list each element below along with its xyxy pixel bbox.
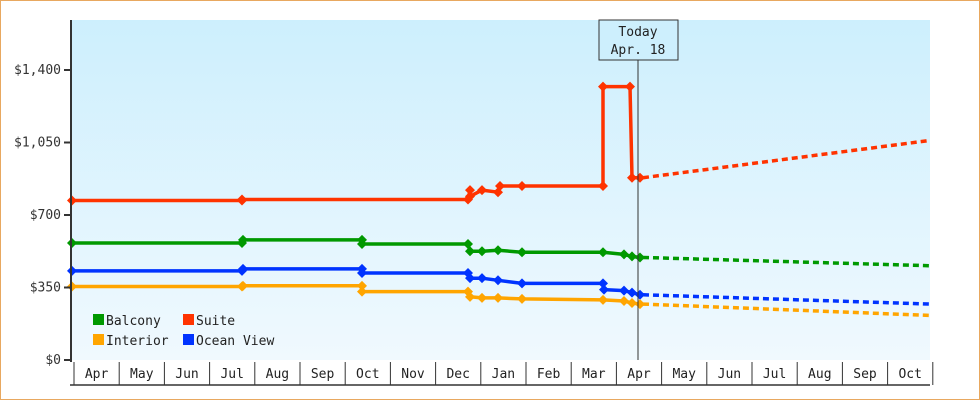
legend-swatch xyxy=(183,314,194,325)
data-point-marker[interactable] xyxy=(517,293,527,304)
legend-item-interior[interactable]: Interior xyxy=(93,334,169,349)
legend-swatch xyxy=(183,334,194,345)
legend: Balcony Suite Interior Ocean View xyxy=(93,314,274,349)
data-point-marker[interactable] xyxy=(465,291,475,302)
series-suite xyxy=(67,81,931,206)
legend-label: Interior xyxy=(106,334,169,349)
data-point-marker[interactable] xyxy=(627,287,637,298)
x-month-label: Mar xyxy=(582,367,606,382)
y-tick-label: $700 xyxy=(30,208,61,223)
data-point-marker[interactable] xyxy=(465,191,475,202)
legend-item-ocean-view[interactable]: Ocean View xyxy=(183,334,274,349)
y-tick-label: $350 xyxy=(30,281,61,296)
x-month-label: Sep xyxy=(311,367,335,382)
legend-item-balcony[interactable]: Balcony xyxy=(93,314,161,329)
data-point-marker[interactable] xyxy=(357,239,367,249)
legend-swatch xyxy=(93,334,104,345)
x-month-label: May xyxy=(672,367,696,382)
x-month-label: Aug xyxy=(266,367,289,382)
today-marker: Today Apr. 18 xyxy=(598,19,679,360)
data-point-marker[interactable] xyxy=(627,298,637,309)
today-label-box xyxy=(598,19,679,61)
data-point-marker[interactable] xyxy=(495,181,505,191)
data-point-marker[interactable] xyxy=(619,295,629,306)
today-date-label: Apr. 18 xyxy=(611,43,666,58)
data-point-marker[interactable] xyxy=(493,292,503,303)
series-layer xyxy=(67,81,931,318)
data-point-marker[interactable] xyxy=(598,294,608,305)
data-point-marker[interactable] xyxy=(477,185,487,196)
x-month-label: Dec xyxy=(446,367,469,382)
data-point-marker[interactable] xyxy=(238,234,248,245)
data-point-marker[interactable] xyxy=(465,246,475,257)
series-interior xyxy=(67,280,931,318)
data-point-marker[interactable] xyxy=(599,284,609,295)
data-point-marker[interactable] xyxy=(625,81,635,92)
y-tick-label: $0 xyxy=(45,353,61,368)
data-point-marker[interactable] xyxy=(517,247,527,258)
x-month-label: Jan xyxy=(492,367,515,382)
legend-swatch xyxy=(93,314,104,325)
data-point-marker[interactable] xyxy=(477,273,487,284)
series-ocean-view xyxy=(67,263,931,306)
today-label: Today xyxy=(618,25,657,40)
x-month-label: Jun xyxy=(175,367,198,382)
legend-label: Balcony xyxy=(106,314,161,329)
data-point-marker[interactable] xyxy=(517,278,527,289)
x-month-label: Apr xyxy=(85,367,109,382)
data-point-marker[interactable] xyxy=(598,81,608,92)
x-month-label: Aug xyxy=(808,367,831,382)
data-point-marker[interactable] xyxy=(238,263,248,274)
x-month-label: Oct xyxy=(898,367,921,382)
legend-item-suite[interactable]: Suite xyxy=(183,314,235,329)
series-balcony xyxy=(67,234,931,268)
x-month-label: Feb xyxy=(537,367,561,382)
y-tick-label: $1,400 xyxy=(14,63,61,78)
forecast-line xyxy=(642,293,931,306)
x-month-label: May xyxy=(130,367,154,382)
y-axis-ticks: $0 $350 $700 $1,050 $1,400 xyxy=(14,63,71,368)
data-point-marker[interactable] xyxy=(477,292,487,303)
forecast-line xyxy=(642,138,931,180)
data-point-marker[interactable] xyxy=(238,280,248,291)
data-point-marker[interactable] xyxy=(598,181,608,191)
data-point-marker[interactable] xyxy=(463,239,473,249)
x-month-label: Oct xyxy=(356,367,379,382)
data-point-marker[interactable] xyxy=(357,280,367,291)
data-point-marker[interactable] xyxy=(598,247,608,258)
forecast-line xyxy=(642,302,931,318)
data-point-marker[interactable] xyxy=(477,246,487,257)
data-point-marker[interactable] xyxy=(598,278,608,289)
y-tick-label: $1,050 xyxy=(14,136,61,151)
data-point-marker[interactable] xyxy=(517,181,527,191)
x-month-label: Jul xyxy=(220,367,243,382)
legend-label: Suite xyxy=(196,314,235,329)
data-point-marker[interactable] xyxy=(357,268,367,278)
data-point-marker[interactable] xyxy=(357,286,367,297)
data-point-marker[interactable] xyxy=(465,185,475,196)
x-month-label: Nov xyxy=(401,367,425,382)
data-point-marker[interactable] xyxy=(619,285,629,296)
x-month-label: Sep xyxy=(853,367,877,382)
legend-label: Ocean View xyxy=(196,334,274,349)
x-month-label: Jul xyxy=(763,367,786,382)
x-month-label: Apr xyxy=(627,367,651,382)
data-point-marker[interactable] xyxy=(627,251,637,262)
data-point-marker[interactable] xyxy=(493,275,503,286)
x-axis-months: Apr May Jun Jul Aug Sep Oct Nov Dec Jan Feb Mar Apr M… xyxy=(70,362,934,386)
data-point-marker[interactable] xyxy=(237,194,247,205)
data-point-marker[interactable] xyxy=(627,172,637,183)
data-point-marker[interactable] xyxy=(465,273,475,284)
data-point-marker[interactable] xyxy=(619,249,629,260)
x-month-label: Jun xyxy=(718,367,741,382)
forecast-line xyxy=(642,255,931,268)
data-point-marker[interactable] xyxy=(493,245,503,256)
